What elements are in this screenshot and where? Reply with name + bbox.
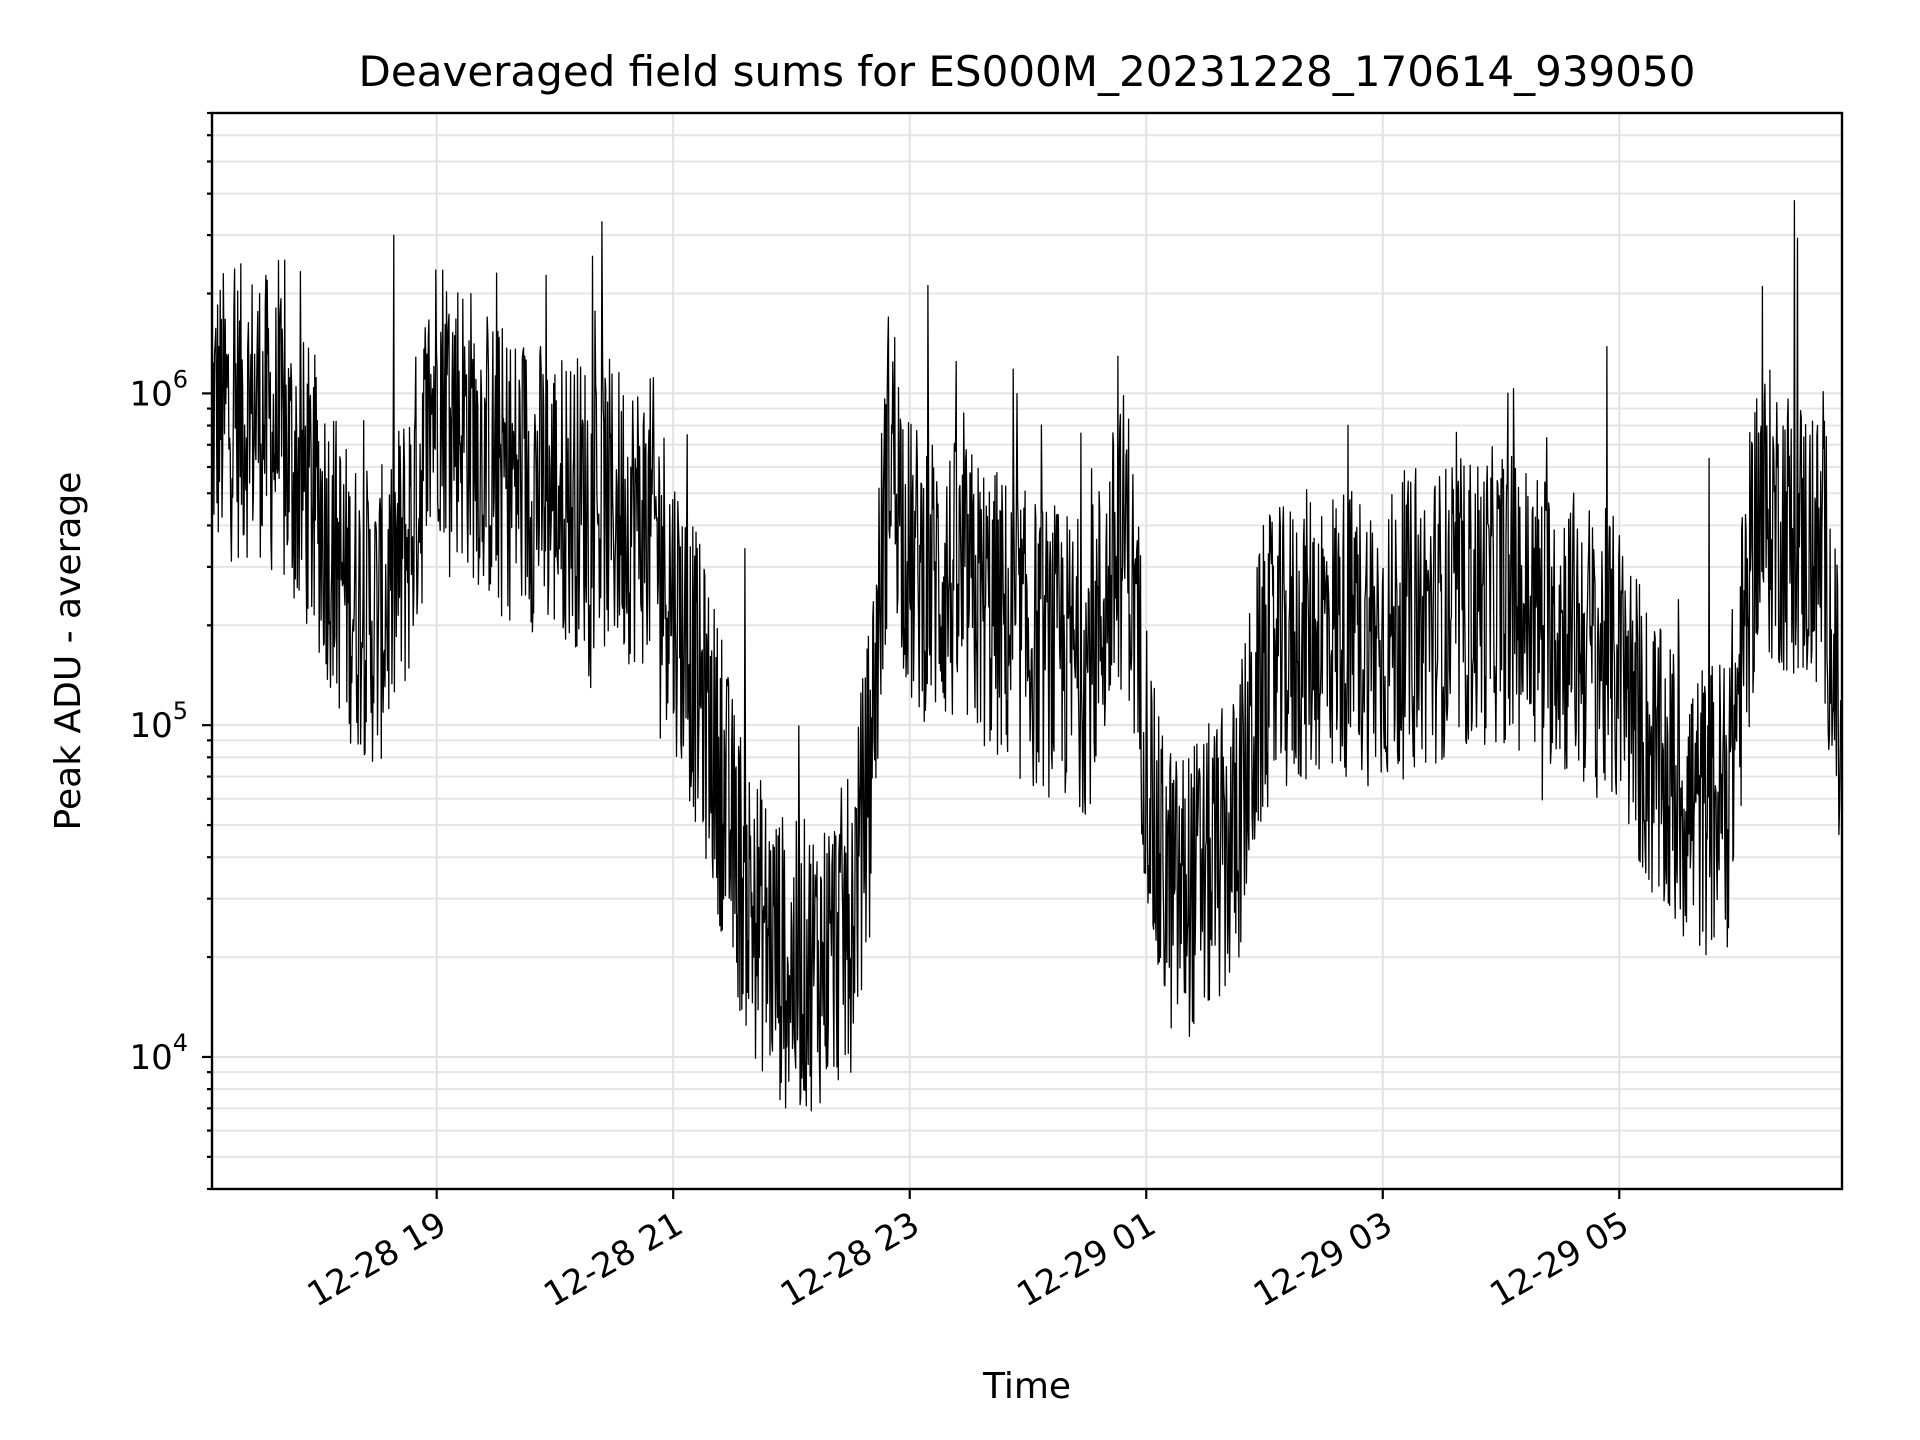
x-tick-label: 12-29 05 [1483,1204,1635,1315]
x-tick-label: 12-29 01 [1010,1204,1162,1315]
y-axis: 104 105 106 [129,111,212,1191]
x-axis-label: Time [982,1366,1071,1407]
y-axis-label: Peak ADU - average [48,472,89,831]
chart-title: Deaveraged field sums for ES000M_2023122… [359,47,1696,96]
x-axis: 12-28 19 12-28 21 12-28 23 12-29 01 12-29 03… [301,1189,1636,1315]
x-tick-label: 12-28 19 [301,1204,453,1315]
x-tick-label: 12-29 03 [1247,1204,1399,1315]
y-tick-label: 104 [129,1029,188,1078]
x-tick-label: 12-28 21 [537,1204,689,1315]
grid [212,112,1842,1190]
plot-frame [210,111,1844,1191]
series-path [211,200,1843,1112]
series-line [211,200,1843,1112]
y-tick-label: 105 [129,697,188,746]
x-tick-label: 12-28 23 [774,1204,926,1315]
y-tick-label: 106 [129,365,188,414]
